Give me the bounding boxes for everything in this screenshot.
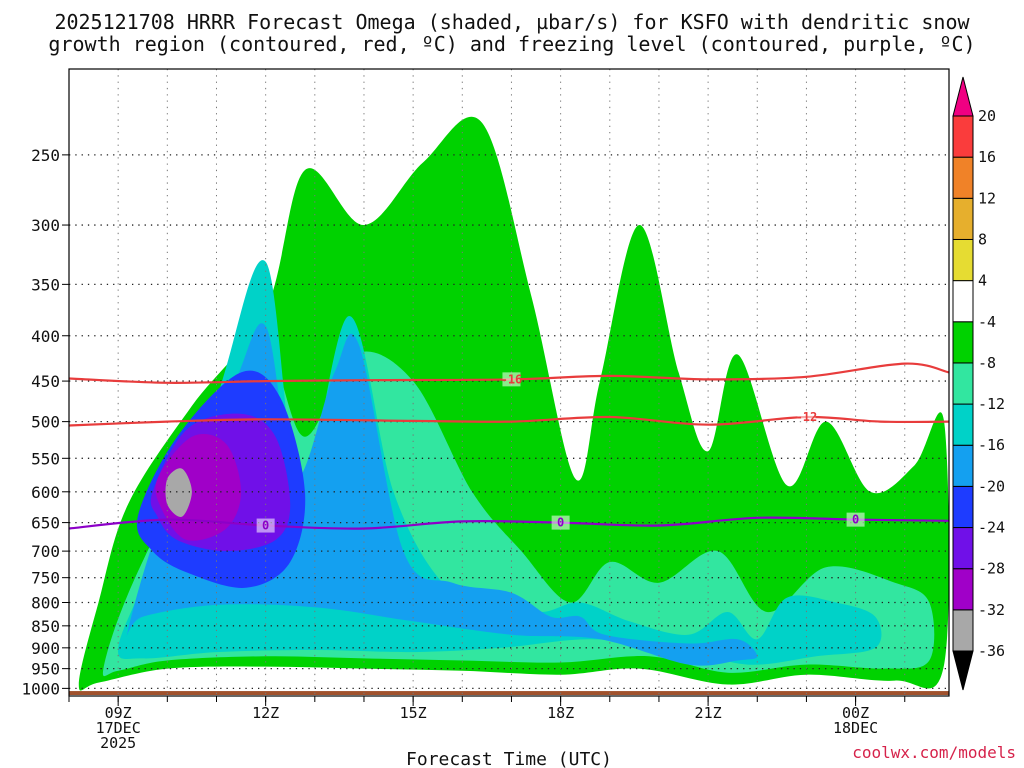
dendritic-contour-minus16-label: -16 [501,372,523,386]
y-axis: 250 300 350 400 450 500 550 600 650 700 750 800 850 9… [21,146,69,698]
colorbar-swatch [952,115,974,158]
colorbar-swatch [952,527,974,570]
y-tick-label: 750 [31,569,60,588]
y-tick-label: 650 [31,514,60,533]
omega-region [126,323,758,666]
colorbar-min-arrow [952,650,974,691]
y-tick-label: 1000 [21,679,60,698]
y-tick-label: 600 [31,483,60,502]
colorbar-swatch [952,485,974,529]
colorbar-label: -16 [978,436,1005,454]
dendritic-contour-minus12-label-bg [797,409,816,424]
colorbar-label: 12 [978,189,996,207]
colorbar-label: -36 [978,642,1005,660]
y-tick-label: 700 [31,542,60,561]
y-tick-label: 500 [31,413,60,432]
colorbar-label: -24 [978,519,1005,537]
dendritic-contour-minus12-label: -12 [796,410,818,424]
colorbar-swatch [952,568,974,611]
colorbar-max-arrow [952,76,974,117]
colorbar-swatch [952,609,974,652]
y-tick-label: 300 [31,216,60,235]
y-tick-label: 250 [31,146,60,165]
freezing-level-contour-label-bg [256,518,275,533]
colorbar-label: -28 [978,560,1005,578]
freezing-level-contour [69,516,949,530]
colorbar-swatch [952,238,974,282]
colorbar-label: -4 [978,313,996,331]
colorbar-swatch [952,197,974,240]
x-tick-label: 17DEC [96,719,141,737]
dendritic-contour-minus16-label-bg [502,372,521,387]
x-axis-title: Forecast Time (UTC) [406,749,612,768]
chart-title-line-1: 2025121708 HRRR Forecast Omega (shaded, … [54,10,970,34]
plot-border [68,68,950,697]
freezing-level-contour-label: 0 [557,516,564,530]
x-tick-label: 09Z [105,704,132,722]
x-tick-label: 12Z [252,704,279,722]
y-tick-label: 800 [31,594,60,613]
colorbar-label: -12 [978,395,1005,413]
colorbar-label: -32 [978,601,1005,619]
freezing-level-contour-label: 0 [852,513,859,527]
dendritic-contour-minus12 [69,415,949,427]
ground-terrain-layer [69,691,949,695]
x-tick-label: 18DEC [833,719,878,737]
x-tick-label: 00Z [842,704,869,722]
x-tick-label: 21Z [695,704,722,722]
x-tick-label: 2025 [100,734,136,752]
colorbar-swatch [952,362,974,405]
ground-surface [69,691,949,695]
colorbar-label: 8 [978,230,987,248]
y-tick-label: 450 [31,372,60,391]
colorbar-label: 4 [978,272,987,290]
y-tick-label: 400 [31,327,60,346]
colorbar-swatch [952,156,974,199]
y-tick-label: 900 [31,639,60,658]
y-tick-label: 350 [31,275,60,294]
y-tick-label: 550 [31,449,60,468]
freezing-level-contour-label-bg [846,512,865,527]
colorbar-swatch [952,321,974,364]
freezing-level-contour-label-bg [551,515,570,530]
omega-region [165,468,192,517]
colorbar: -36 -32 -28 -24 -20 -16 -12 -8 -4 4 8 12 16 20 [952,76,1005,691]
colorbar-swatch [952,403,974,446]
x-tick-label: 18Z [547,704,574,722]
x-tick-label: 15Z [400,704,427,722]
y-tick-label: 950 [31,660,60,679]
dendritic-contour-minus16 [69,362,949,384]
colorbar-label: 20 [978,107,996,125]
colorbar-label: -20 [978,477,1005,495]
contour-layer: -16 -12 0 0 0 [69,362,949,533]
colorbar-swatch [952,444,974,487]
credit-link[interactable]: coolwx.com/models [852,743,1016,762]
plot-frame [68,68,950,697]
freezing-level-contour-label: 0 [262,519,269,533]
chart-title-line-2: growth region (contoured, red, ºC) and f… [48,32,976,56]
y-tick-label: 850 [31,617,60,636]
colorbar-label: 16 [978,148,996,166]
colorbar-label: -8 [978,354,996,372]
colorbar-swatch [952,280,974,323]
omega-shading-layer [78,116,949,691]
